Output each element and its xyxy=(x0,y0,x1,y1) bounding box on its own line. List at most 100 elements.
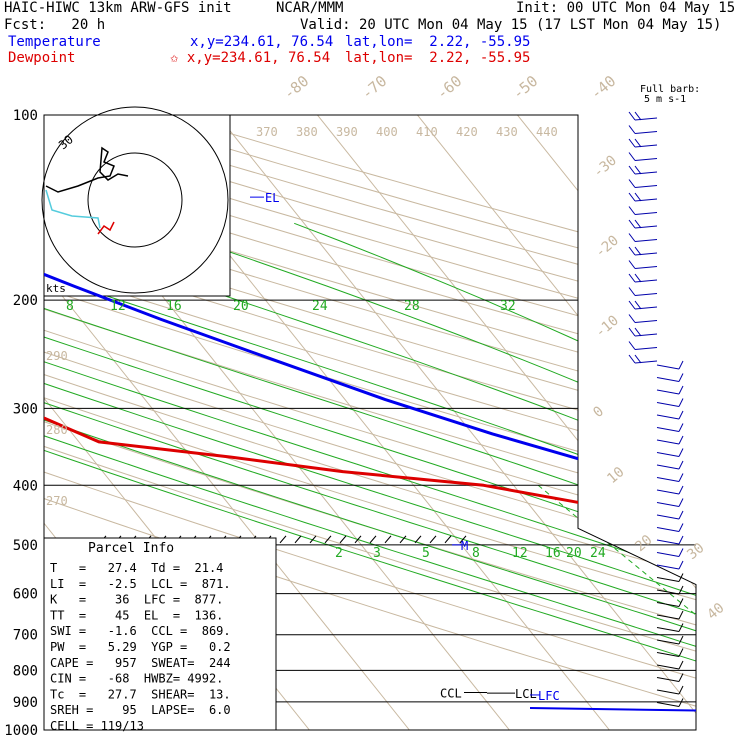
wind-barb-staff xyxy=(656,514,680,520)
wind-barb-staff xyxy=(634,306,658,310)
org-label: NCAR/MMM xyxy=(276,0,344,16)
wind-barb-flag xyxy=(634,192,642,202)
dry-adiabat xyxy=(44,115,696,730)
wind-barb-flag xyxy=(678,485,684,495)
wind-barb-flag xyxy=(678,460,684,470)
valid-time: Valid: 20 UTC Mon 04 May 15 (17 LST Mon … xyxy=(300,17,722,33)
moist-adiabat xyxy=(44,222,696,730)
temperature-label-top: -70 xyxy=(358,72,390,103)
mixing-ratio-label-lower: 8 xyxy=(472,546,480,561)
mixing-ratio-label-upper: 20 xyxy=(233,299,249,314)
moist-adiabat xyxy=(44,222,696,730)
wind-barb-flag xyxy=(678,648,684,657)
wind-barb-flag xyxy=(678,510,684,520)
moist-adiabat xyxy=(44,222,696,730)
mixing-ratio-label-lower: 12 xyxy=(512,546,528,561)
wind-barb-staff xyxy=(634,198,658,202)
wind-barb-staff xyxy=(656,414,680,420)
isotherm-line xyxy=(0,115,9,730)
wind-barb-staff xyxy=(634,347,658,350)
pressure-label: 400 xyxy=(13,478,38,494)
moist-adiabat xyxy=(44,222,696,730)
mixing-ratio-label-lower: 2 xyxy=(335,546,343,561)
hatch-mark xyxy=(399,535,407,544)
wind-barb-flag xyxy=(678,385,684,395)
ccl-label: CCL xyxy=(440,686,462,700)
parcel-info-row: CELL = 119/13 xyxy=(50,719,144,733)
moist-adiabat xyxy=(44,222,696,730)
el-label: EL xyxy=(265,191,279,205)
isotherm-line xyxy=(717,115,740,730)
wind-barb-flag xyxy=(628,152,636,161)
hatch-mark xyxy=(339,535,347,544)
hatch-mark xyxy=(414,535,422,544)
mixing-ratio-label-lower: 3 xyxy=(373,546,381,561)
parcel-info-row: Tc = 27.7 SHEAR= 13. xyxy=(50,687,231,701)
dew-xy: ✩ x,y=234.61, 76.54 xyxy=(170,50,331,66)
temperature-label-top: -40 xyxy=(587,72,619,103)
lcl-label: LCL xyxy=(515,687,537,701)
theta-label: 380 xyxy=(296,125,318,139)
barb-title-2: 5 m s-1 xyxy=(644,94,687,105)
theta-label: 440 xyxy=(536,125,558,139)
pressure-label: 900 xyxy=(13,695,38,711)
forecast-hour: Fcst: 20 h xyxy=(4,17,106,33)
temperature-label-top: -60 xyxy=(433,72,465,103)
barb-title-1: Full barb: xyxy=(640,84,701,95)
wind-barb-flag xyxy=(678,498,684,507)
parcel-info-row: LI = -2.5 LCL = 871. xyxy=(50,577,231,591)
wind-barb-flag xyxy=(678,673,684,682)
wind-barb-staff xyxy=(656,552,680,557)
mixing-ratio-label-lower: 20 xyxy=(566,546,582,561)
hodograph-ring-inner xyxy=(87,152,183,248)
wind-barb-staff xyxy=(656,489,680,495)
wind-barb-flag xyxy=(628,206,636,215)
moist-adiabat xyxy=(44,222,696,730)
wind-barb-staff xyxy=(634,279,658,283)
wind-barb-staff xyxy=(634,266,658,269)
wind-barb-flag xyxy=(678,548,684,557)
pressure-label: 700 xyxy=(13,628,38,644)
mixing-ratio-label-lower: 5 xyxy=(422,546,430,561)
wind-barb-staff xyxy=(656,389,680,395)
hodo-trace-mid xyxy=(45,189,101,229)
parcel-info-row: PW = 5.29 YGP = 0.2 xyxy=(50,640,231,654)
wind-barb-staff xyxy=(656,702,680,707)
wind-barb-staff xyxy=(634,117,658,121)
hatch-mark xyxy=(294,535,302,544)
wind-barb-flag xyxy=(628,246,636,256)
moist-adiabat xyxy=(44,222,696,730)
hodograph-units: kts xyxy=(46,282,66,295)
mixing-ratio-label-lower: 16 xyxy=(545,546,561,561)
wind-barb-flag xyxy=(628,233,636,242)
model-title: HAIC-HIWC 13km ARW-GFS init xyxy=(4,0,232,16)
dry-adiabat xyxy=(44,115,696,730)
isotherm-line xyxy=(317,115,696,730)
hatch-mark xyxy=(459,535,467,544)
moist-adiabat xyxy=(44,222,696,730)
wind-barb-flag xyxy=(634,246,642,256)
temperature-label-right: 10 xyxy=(604,464,627,487)
wind-barb-staff xyxy=(656,377,680,382)
wind-barb-staff xyxy=(656,464,680,470)
mixing-ratio-label-lower: 24 xyxy=(590,546,606,561)
hodograph-ring-outer xyxy=(41,106,229,294)
wind-barb-staff xyxy=(656,527,680,532)
mixing-ratio-label-upper: 28 xyxy=(404,299,420,314)
theta-label: 430 xyxy=(496,125,518,139)
wind-barb-flag xyxy=(678,560,684,570)
wind-barb-flag xyxy=(628,354,636,364)
temperature-label-right: -20 xyxy=(592,233,622,262)
hodo-trace-upper xyxy=(45,146,129,193)
wind-barb-flag xyxy=(678,423,684,432)
mixing-ratio-label-upper: 16 xyxy=(166,299,182,314)
pressure-label: 600 xyxy=(13,587,38,603)
pressure-label: 1000 xyxy=(4,723,38,739)
wind-barb-staff xyxy=(656,427,680,432)
wind-barb-staff xyxy=(656,364,680,370)
wind-barb-flag xyxy=(628,111,636,121)
wind-barb-staff xyxy=(634,185,658,188)
wind-barb-staff xyxy=(634,293,658,296)
hatch-mark xyxy=(369,535,377,544)
